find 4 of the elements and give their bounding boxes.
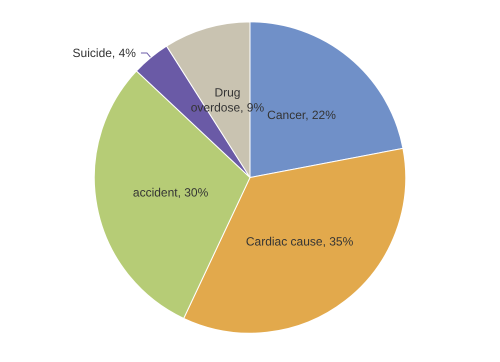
slice-label: accident, 30% bbox=[132, 186, 209, 200]
slice-label: Cardiac cause, 35% bbox=[246, 234, 354, 248]
slice-label: Cancer, 22% bbox=[267, 108, 336, 122]
slice-label: Suicide, 4% bbox=[72, 46, 136, 60]
